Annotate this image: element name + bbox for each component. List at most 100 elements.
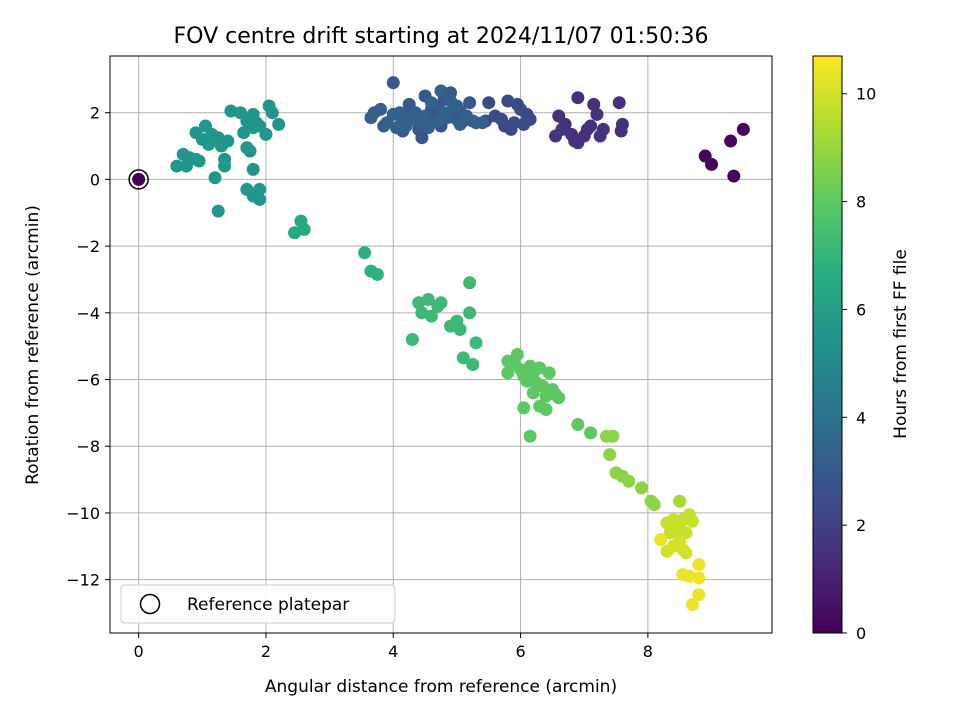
data-point xyxy=(405,332,419,346)
legend-marker-reference xyxy=(139,593,161,615)
data-point xyxy=(415,131,429,145)
data-point xyxy=(523,429,537,443)
data-point xyxy=(424,96,438,110)
data-point xyxy=(552,391,566,405)
chart-title: FOV centre drift starting at 2024/11/07 … xyxy=(174,24,709,49)
data-point xyxy=(622,474,636,488)
data-point xyxy=(466,358,480,372)
reference-marker-layer xyxy=(128,169,149,190)
data-point xyxy=(370,267,384,281)
data-point xyxy=(265,106,279,120)
y-tick-label: 0 xyxy=(90,170,100,189)
data-point xyxy=(517,117,531,131)
y-tick-label: −2 xyxy=(76,237,100,256)
colorbar-tick-label: 6 xyxy=(856,300,866,319)
data-point xyxy=(192,154,206,168)
x-axis-label: Angular distance from reference (arcmin) xyxy=(265,677,617,697)
colorbar-ticks: 0 2 4 6 8 10 xyxy=(842,85,876,643)
data-point xyxy=(434,84,448,98)
y-axis-label: Rotation from reference (arcmin) xyxy=(23,205,43,485)
data-point xyxy=(549,129,563,143)
data-point xyxy=(612,96,626,110)
data-point xyxy=(606,429,620,443)
data-point xyxy=(660,544,674,558)
reference-point-ring xyxy=(128,169,149,190)
colorbar-gradient xyxy=(812,55,843,634)
data-point xyxy=(539,403,553,417)
colorbar-tick-label: 8 xyxy=(856,193,866,212)
data-point xyxy=(727,169,741,183)
data-point xyxy=(526,386,540,400)
colorbar-tick-label: 2 xyxy=(856,516,866,535)
colorbar-tick-label: 4 xyxy=(856,408,866,427)
data-point xyxy=(510,348,524,362)
data-point xyxy=(421,292,435,306)
legend: Reference platepar xyxy=(120,584,396,624)
data-point xyxy=(679,546,693,560)
data-point xyxy=(705,157,719,171)
data-point xyxy=(374,102,388,116)
data-point xyxy=(501,366,515,380)
data-point xyxy=(253,182,267,196)
data-point xyxy=(221,134,235,148)
data-point xyxy=(259,127,273,141)
data-point xyxy=(463,306,477,320)
data-point xyxy=(253,192,267,206)
data-point xyxy=(663,526,677,540)
data-point xyxy=(297,222,311,236)
data-point xyxy=(450,99,464,113)
data-point xyxy=(246,162,260,176)
data-point xyxy=(533,361,547,375)
data-point xyxy=(542,366,556,380)
data-point xyxy=(673,494,687,508)
legend-label-reference: Reference platepar xyxy=(187,595,349,615)
data-point xyxy=(211,204,225,218)
data-point xyxy=(654,533,668,547)
data-point xyxy=(635,481,649,495)
data-point xyxy=(517,401,531,415)
data-point xyxy=(685,598,699,612)
data-point xyxy=(692,571,706,585)
data-point xyxy=(237,126,251,140)
data-point xyxy=(456,351,470,365)
data-point xyxy=(614,124,628,138)
data-point xyxy=(692,558,706,572)
data-point xyxy=(170,159,184,173)
data-points xyxy=(170,76,750,612)
data-point xyxy=(208,171,222,185)
data-point xyxy=(571,91,585,105)
colorbar-tick-label: 10 xyxy=(856,85,876,104)
x-tick-label: 4 xyxy=(388,642,398,661)
data-point xyxy=(603,448,617,462)
data-point xyxy=(218,159,232,173)
colorbar: 0 2 4 6 8 10 Hours from first FF file xyxy=(812,55,911,643)
x-tick-label: 2 xyxy=(261,642,271,661)
data-point xyxy=(272,117,286,131)
colorbar-tick-label: 0 xyxy=(856,624,866,643)
data-point xyxy=(463,276,477,290)
data-point xyxy=(475,116,489,130)
data-point xyxy=(453,322,467,336)
legend-box xyxy=(120,584,396,624)
data-point xyxy=(424,309,438,323)
x-tick-label: 8 xyxy=(643,642,653,661)
data-point xyxy=(440,111,454,125)
axis-ticks: 0 2 4 6 8 −12 −10 −8 −6 −4 −2 0 2 xyxy=(66,104,653,661)
data-point xyxy=(692,588,706,602)
data-point xyxy=(434,296,448,310)
data-point xyxy=(243,144,257,158)
x-tick-label: 0 xyxy=(134,642,144,661)
y-tick-label: −8 xyxy=(76,437,100,456)
y-tick-label: −4 xyxy=(76,304,100,323)
y-tick-label: −10 xyxy=(66,504,100,523)
data-point xyxy=(386,76,400,90)
data-point xyxy=(520,107,534,121)
data-point xyxy=(587,97,601,111)
data-point xyxy=(463,96,477,110)
data-point xyxy=(685,514,699,528)
data-point xyxy=(596,122,610,136)
data-point xyxy=(358,246,372,260)
data-point xyxy=(418,109,432,123)
y-tick-label: −12 xyxy=(66,571,100,590)
